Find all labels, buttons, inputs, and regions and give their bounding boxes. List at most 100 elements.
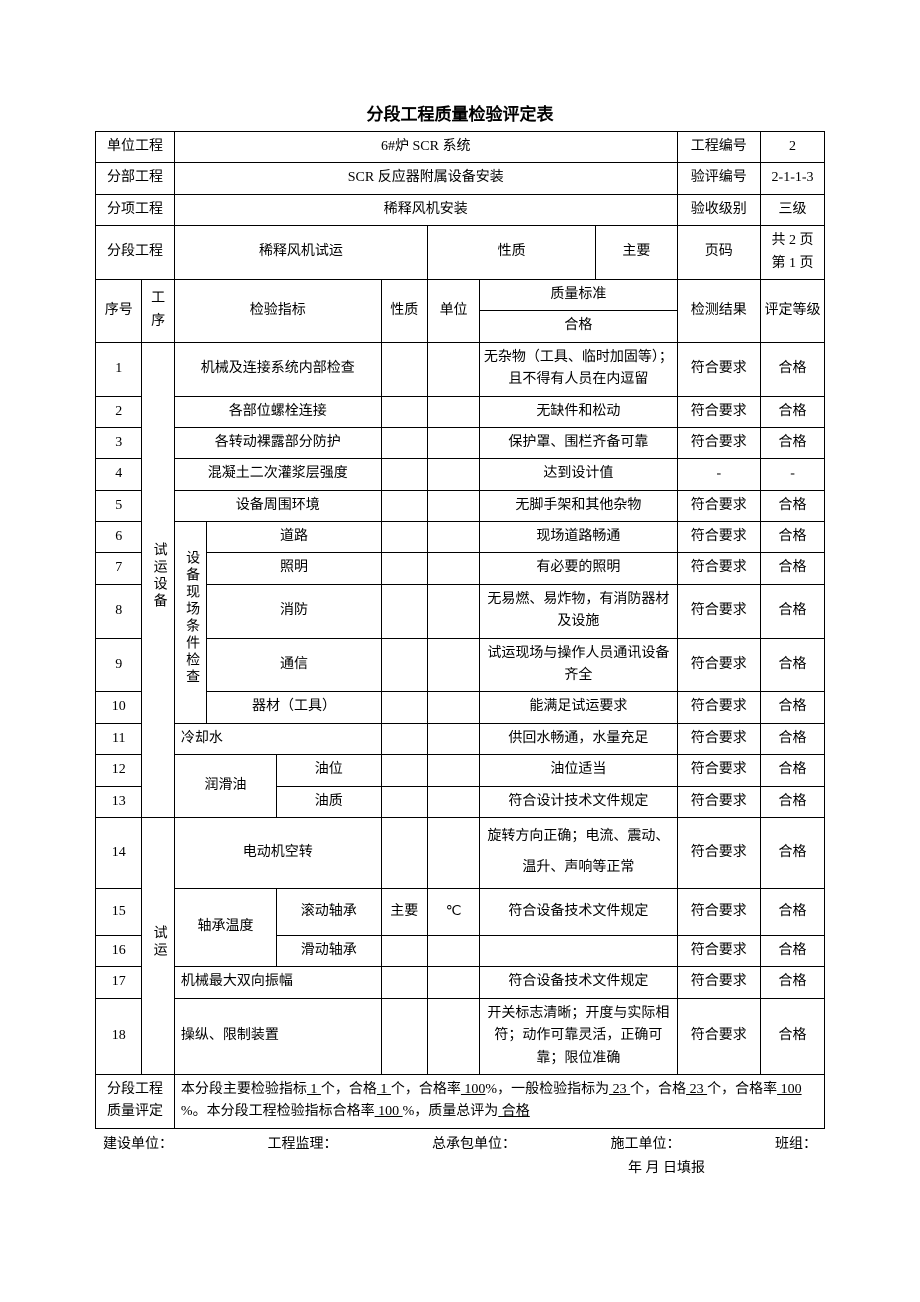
footer-val: 1 xyxy=(377,1082,391,1097)
page-title: 分段工程质量检验评定表 xyxy=(95,100,825,125)
sub-lube-label: 润滑油 xyxy=(174,755,276,818)
cell-prop xyxy=(381,459,427,490)
label: 分部工程 xyxy=(96,163,175,194)
footer-part: 个，合格率 xyxy=(707,1082,777,1097)
cell-unit xyxy=(427,522,479,553)
cell-result: 符合要求 xyxy=(677,786,761,817)
value: 稀释风机安装 xyxy=(174,194,677,225)
cell-prop xyxy=(381,786,427,817)
label: 分段工程 xyxy=(96,226,175,280)
cell-standard: 开关标志清晰；开度与实际相符；动作可靠灵活，正确可靠；限位准确 xyxy=(480,998,677,1074)
cell-unit xyxy=(427,755,479,786)
cell-result: 符合要求 xyxy=(677,723,761,754)
cell-indicator: 通信 xyxy=(207,638,381,692)
cell-grade: 合格 xyxy=(761,553,825,584)
cell-indicator: 设备周围环境 xyxy=(174,490,381,521)
cell-result: 符合要求 xyxy=(677,638,761,692)
cell-unit xyxy=(427,817,479,888)
cell-no: 7 xyxy=(96,553,142,584)
cell-grade: 合格 xyxy=(761,342,825,396)
footer-part: 个，合格 xyxy=(321,1082,377,1097)
footer-part: %。本分段工程检验指标合格率 xyxy=(181,1104,375,1119)
cell-indicator: 各转动裸露部分防护 xyxy=(174,427,381,458)
label: 分项工程 xyxy=(96,194,175,225)
cell-unit xyxy=(427,342,479,396)
value: 2-1-1-3 xyxy=(761,163,825,194)
cell-prop xyxy=(381,817,427,888)
table-row: 1 试运设备 机械及连接系统内部检查 无杂物（工具、临时加固等）；且不得有人员在… xyxy=(96,342,825,396)
cell-unit: ℃ xyxy=(427,888,479,935)
cell-prop xyxy=(381,553,427,584)
cell-prop xyxy=(381,723,427,754)
footer-part: %，质量总评为 xyxy=(403,1104,499,1119)
cell-result: 符合要求 xyxy=(677,755,761,786)
value: 主要 xyxy=(596,226,677,280)
cell-result: 符合要求 xyxy=(677,553,761,584)
footer-part: 本分段主要检验指标 xyxy=(181,1082,307,1097)
table-row: 分段工程质量评定 本分段主要检验指标 1 个，合格 1 个，合格率 100%，一… xyxy=(96,1074,825,1128)
cell-standard: 保护罩、围栏齐备可靠 xyxy=(480,427,677,458)
table-row: 分部工程 SCR 反应器附属设备安装 验评编号 2-1-1-3 xyxy=(96,163,825,194)
cell-grade: 合格 xyxy=(761,755,825,786)
inspection-table: 单位工程 6#炉 SCR 系统 工程编号 2 分部工程 SCR 反应器附属设备安… xyxy=(95,131,825,1129)
cell-grade: 合格 xyxy=(761,967,825,998)
sig-general: 总承包单位： xyxy=(432,1133,516,1153)
sub-equip-text: 设备现场条件检查 xyxy=(182,550,199,686)
cell-indicator: 油位 xyxy=(277,755,381,786)
value: SCR 反应器附属设备安装 xyxy=(174,163,677,194)
cell-result: 符合要求 xyxy=(677,817,761,888)
cell-no: 3 xyxy=(96,427,142,458)
cell-grade: - xyxy=(761,459,825,490)
value: 共 2 页 第 1 页 xyxy=(761,226,825,280)
table-row: 12 润滑油 油位 油位适当 符合要求 合格 xyxy=(96,755,825,786)
label: 工程编号 xyxy=(677,132,761,163)
cell-result: 符合要求 xyxy=(677,967,761,998)
cell-result: - xyxy=(677,459,761,490)
col-process: 工序 xyxy=(142,279,175,342)
cell-standard: 能满足试运要求 xyxy=(480,692,677,723)
cell-indicator: 消防 xyxy=(207,584,381,638)
group2-text: 试运 xyxy=(150,925,167,959)
cell-unit xyxy=(427,786,479,817)
cell-prop xyxy=(381,584,427,638)
cell-indicator: 机械最大双向振幅 xyxy=(174,967,381,998)
cell-indicator: 油质 xyxy=(277,786,381,817)
table-row: 6 设备现场条件检查 道路 现场道路畅通 符合要求 合格 xyxy=(96,522,825,553)
cell-unit xyxy=(427,998,479,1074)
cell-unit xyxy=(427,692,479,723)
cell-prop xyxy=(381,755,427,786)
cell-no: 15 xyxy=(96,888,142,935)
col-indicator: 检验指标 xyxy=(174,279,381,342)
cell-no: 14 xyxy=(96,817,142,888)
sig-team: 班组： xyxy=(775,1133,817,1153)
table-row: 14 试运 电动机空转 旋转方向正确；电流、震动、温升、声响等正常 符合要求 合… xyxy=(96,817,825,888)
table-header-row: 序号 工序 检验指标 性质 单位 质量标准 检测结果 评定等级 xyxy=(96,279,825,310)
sub-bearing-label: 轴承温度 xyxy=(174,888,276,967)
cell-grade: 合格 xyxy=(761,723,825,754)
cell-standard: 无缺件和松动 xyxy=(480,396,677,427)
cell-prop xyxy=(381,638,427,692)
col-grade: 评定等级 xyxy=(761,279,825,342)
table-row: 5 设备周围环境 无脚手架和其他杂物 符合要求 合格 xyxy=(96,490,825,521)
cell-unit xyxy=(427,459,479,490)
cell-indicator: 操纵、限制装置 xyxy=(174,998,381,1074)
label: 验评编号 xyxy=(677,163,761,194)
cell-no: 5 xyxy=(96,490,142,521)
cell-grade: 合格 xyxy=(761,935,825,966)
cell-no: 10 xyxy=(96,692,142,723)
table-row: 15 轴承温度 滚动轴承 主要 ℃ 符合设备技术文件规定 符合要求 合格 xyxy=(96,888,825,935)
footer-val: 1 xyxy=(307,1082,321,1097)
cell-unit xyxy=(427,723,479,754)
cell-grade: 合格 xyxy=(761,692,825,723)
signature-line: 建设单位： 工程监理： 总承包单位： 施工单位： 班组： xyxy=(95,1133,825,1153)
footer-part: %，一般检验指标为 xyxy=(485,1082,609,1097)
cell-prop xyxy=(381,967,427,998)
cell-no: 18 xyxy=(96,998,142,1074)
cell-prop: 主要 xyxy=(381,888,427,935)
cell-standard xyxy=(480,935,677,966)
cell-no: 1 xyxy=(96,342,142,396)
footer-val: 100 xyxy=(777,1082,802,1097)
cell-grade: 合格 xyxy=(761,786,825,817)
table-row: 17 机械最大双向振幅 符合设备技术文件规定 符合要求 合格 xyxy=(96,967,825,998)
label: 验收级别 xyxy=(677,194,761,225)
